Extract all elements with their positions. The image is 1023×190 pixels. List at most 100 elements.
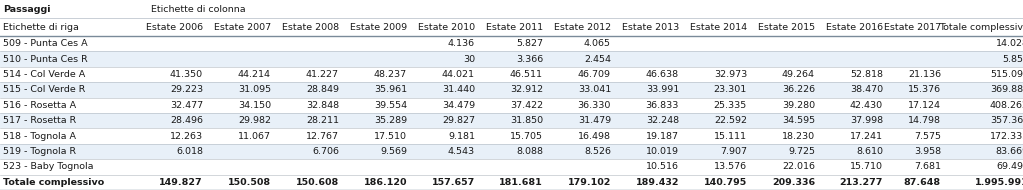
- Text: 150.608: 150.608: [296, 178, 339, 187]
- Text: 69.499: 69.499: [996, 162, 1023, 171]
- Text: Estate 2017: Estate 2017: [884, 22, 941, 32]
- Text: 369.885: 369.885: [990, 85, 1023, 94]
- Text: 37.422: 37.422: [509, 101, 543, 110]
- Text: 36.330: 36.330: [578, 101, 611, 110]
- Text: 23.301: 23.301: [714, 85, 747, 94]
- Text: 140.795: 140.795: [704, 178, 747, 187]
- Text: 10.019: 10.019: [646, 147, 679, 156]
- Text: 509 - Punta Ces A: 509 - Punta Ces A: [3, 39, 88, 48]
- Bar: [0, 144, 1023, 159]
- Text: 37.998: 37.998: [850, 116, 883, 125]
- Text: 32.848: 32.848: [306, 101, 339, 110]
- Text: 34.479: 34.479: [442, 101, 475, 110]
- Text: 29.827: 29.827: [442, 116, 475, 125]
- Text: Estate 2015: Estate 2015: [758, 22, 815, 32]
- Text: 10.516: 10.516: [646, 162, 679, 171]
- Text: 36.226: 36.226: [782, 85, 815, 94]
- Text: 6.018: 6.018: [176, 147, 203, 156]
- Text: 518 - Tognola A: 518 - Tognola A: [3, 132, 76, 141]
- Text: 209.336: 209.336: [772, 178, 815, 187]
- Text: 1.995.991: 1.995.991: [975, 178, 1023, 187]
- Text: 157.657: 157.657: [432, 178, 475, 187]
- Text: 19.187: 19.187: [646, 132, 679, 141]
- Bar: [0, 51, 1023, 67]
- Text: Estate 2016: Estate 2016: [826, 22, 883, 32]
- Text: 31.440: 31.440: [442, 85, 475, 94]
- Bar: [0, 82, 1023, 98]
- Text: 515.098: 515.098: [990, 70, 1023, 79]
- Text: 12.263: 12.263: [170, 132, 203, 141]
- Text: 15.710: 15.710: [850, 162, 883, 171]
- Text: 44.214: 44.214: [238, 70, 271, 79]
- Text: 516 - Rosetta A: 516 - Rosetta A: [3, 101, 76, 110]
- Text: 42.430: 42.430: [850, 101, 883, 110]
- Text: 15.705: 15.705: [510, 132, 543, 141]
- Text: Estate 2006: Estate 2006: [146, 22, 203, 32]
- Text: 36.833: 36.833: [646, 101, 679, 110]
- Text: 172.335: 172.335: [989, 132, 1023, 141]
- Text: 515 - Col Verde R: 515 - Col Verde R: [3, 85, 85, 94]
- Text: 17.510: 17.510: [374, 132, 407, 141]
- Text: 11.067: 11.067: [238, 132, 271, 141]
- Text: 83.669: 83.669: [995, 147, 1023, 156]
- Text: Estate 2014: Estate 2014: [690, 22, 747, 32]
- Text: Etichette di colonna: Etichette di colonna: [151, 5, 246, 13]
- Text: 28.211: 28.211: [306, 116, 339, 125]
- Text: 41.227: 41.227: [306, 70, 339, 79]
- Text: 15.376: 15.376: [907, 85, 941, 94]
- Text: 48.237: 48.237: [373, 70, 407, 79]
- Text: Estate 2013: Estate 2013: [622, 22, 679, 32]
- Text: 9.725: 9.725: [788, 147, 815, 156]
- Text: 14.798: 14.798: [908, 116, 941, 125]
- Bar: [0, 113, 1023, 128]
- Text: 39.280: 39.280: [782, 101, 815, 110]
- Text: 87.648: 87.648: [904, 178, 941, 187]
- Text: 514 - Col Verde A: 514 - Col Verde A: [3, 70, 85, 79]
- Text: 523 - Baby Tognola: 523 - Baby Tognola: [3, 162, 93, 171]
- Text: 517 - Rosetta R: 517 - Rosetta R: [3, 116, 77, 125]
- Text: 9.569: 9.569: [380, 147, 407, 156]
- Text: 31.095: 31.095: [238, 85, 271, 94]
- Text: 8.088: 8.088: [516, 147, 543, 156]
- Text: 181.681: 181.681: [499, 178, 543, 187]
- Text: 22.016: 22.016: [782, 162, 815, 171]
- Text: 33.041: 33.041: [578, 85, 611, 94]
- Text: 189.432: 189.432: [635, 178, 679, 187]
- Text: 12.767: 12.767: [306, 132, 339, 141]
- Text: Estate 2010: Estate 2010: [417, 22, 475, 32]
- Text: Estate 2009: Estate 2009: [350, 22, 407, 32]
- Text: 21.136: 21.136: [907, 70, 941, 79]
- Text: 15.111: 15.111: [714, 132, 747, 141]
- Text: 149.827: 149.827: [160, 178, 203, 187]
- Text: 44.021: 44.021: [442, 70, 475, 79]
- Text: Estate 2012: Estate 2012: [553, 22, 611, 32]
- Text: 31.479: 31.479: [578, 116, 611, 125]
- Text: 17.124: 17.124: [908, 101, 941, 110]
- Text: 38.470: 38.470: [850, 85, 883, 94]
- Text: 14.028: 14.028: [996, 39, 1023, 48]
- Text: 7.907: 7.907: [720, 147, 747, 156]
- Text: 31.850: 31.850: [509, 116, 543, 125]
- Text: 7.681: 7.681: [914, 162, 941, 171]
- Text: 46.709: 46.709: [578, 70, 611, 79]
- Text: 5.827: 5.827: [516, 39, 543, 48]
- Text: 357.365: 357.365: [989, 116, 1023, 125]
- Text: Passaggi: Passaggi: [3, 5, 50, 13]
- Text: 213.277: 213.277: [840, 178, 883, 187]
- Text: 408.262: 408.262: [990, 101, 1023, 110]
- Text: 18.230: 18.230: [782, 132, 815, 141]
- Text: 30: 30: [462, 55, 475, 64]
- Text: 25.335: 25.335: [714, 101, 747, 110]
- Text: Estate 2008: Estate 2008: [282, 22, 339, 32]
- Text: 7.575: 7.575: [914, 132, 941, 141]
- Text: 29.223: 29.223: [170, 85, 203, 94]
- Text: 5.850: 5.850: [1002, 55, 1023, 64]
- Text: 35.289: 35.289: [373, 116, 407, 125]
- Text: 32.477: 32.477: [170, 101, 203, 110]
- Text: 46.638: 46.638: [646, 70, 679, 79]
- Text: 35.961: 35.961: [373, 85, 407, 94]
- Text: 4.543: 4.543: [448, 147, 475, 156]
- Text: 22.592: 22.592: [714, 116, 747, 125]
- Text: 32.912: 32.912: [509, 85, 543, 94]
- Text: 32.973: 32.973: [714, 70, 747, 79]
